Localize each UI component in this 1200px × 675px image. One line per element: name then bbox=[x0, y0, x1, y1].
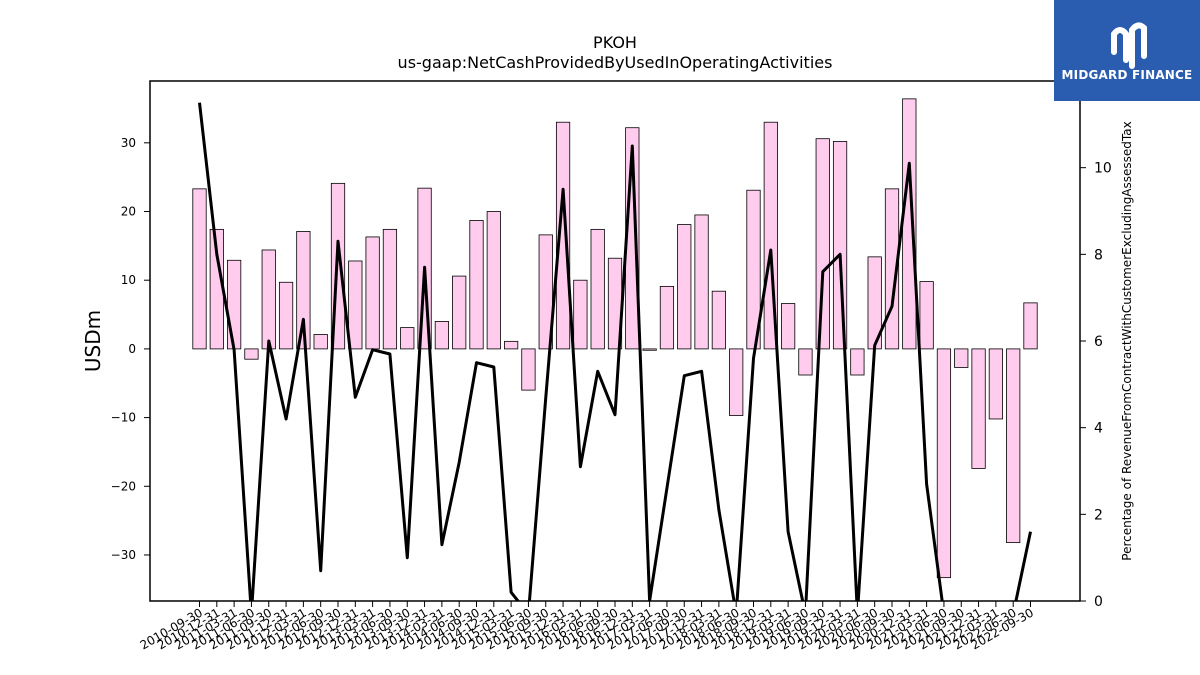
bar bbox=[832, 141, 848, 350]
bar bbox=[452, 275, 467, 350]
bar bbox=[313, 334, 328, 350]
bar bbox=[642, 348, 657, 351]
bar bbox=[919, 281, 934, 350]
bar bbox=[244, 348, 259, 360]
bar bbox=[884, 188, 900, 350]
y2-tick-label: 4 bbox=[1094, 421, 1103, 437]
y2-tick-label: 2 bbox=[1094, 507, 1103, 523]
line-group bbox=[198, 102, 1032, 601]
bar bbox=[781, 303, 796, 350]
bar bbox=[434, 321, 449, 350]
bar bbox=[936, 348, 952, 579]
y-tick-label: 30 bbox=[121, 136, 136, 150]
y2-tick-label: 6 bbox=[1094, 334, 1103, 350]
y-tick-label: 20 bbox=[121, 205, 136, 219]
bar bbox=[348, 260, 363, 350]
y2-tick-label: 10 bbox=[1094, 161, 1112, 177]
line-series bbox=[198, 102, 1032, 601]
brand-name: MIDGARD FINANCE bbox=[1061, 68, 1193, 82]
y2-tick-label: 0 bbox=[1094, 594, 1103, 610]
bar bbox=[227, 259, 242, 350]
bar bbox=[954, 348, 969, 368]
bar bbox=[1023, 302, 1038, 350]
bar bbox=[486, 211, 501, 350]
bar bbox=[192, 188, 207, 350]
y-tick-label: 10 bbox=[121, 273, 136, 287]
y-tick-label: −30 bbox=[111, 548, 136, 562]
bar bbox=[261, 249, 276, 350]
bar bbox=[521, 348, 536, 391]
bar bbox=[1006, 348, 1021, 544]
bar bbox=[296, 231, 311, 350]
bar bbox=[400, 327, 415, 350]
bar bbox=[711, 290, 726, 350]
bar bbox=[555, 121, 571, 350]
bar bbox=[278, 281, 294, 350]
bar bbox=[538, 234, 553, 350]
bar bbox=[971, 348, 986, 469]
y-tick-label: 0 bbox=[128, 342, 136, 356]
bar bbox=[365, 236, 380, 350]
logo-mark-icon bbox=[1111, 22, 1147, 69]
y-tick-label: −10 bbox=[111, 411, 136, 425]
bar bbox=[798, 348, 813, 376]
y-axis-label: USDm bbox=[81, 310, 105, 372]
y2-axis-label: Percentage of RevenueFromContractWithCus… bbox=[1120, 121, 1134, 560]
chart-subtitle: us-gaap:NetCashProvidedByUsedInOperating… bbox=[398, 53, 833, 72]
bar bbox=[677, 224, 692, 350]
bar bbox=[659, 285, 675, 350]
bar bbox=[988, 348, 1003, 420]
brand-logo: MIDGARD FINANCE bbox=[1054, 0, 1200, 101]
bar bbox=[694, 214, 709, 350]
y2-tick-label: 8 bbox=[1094, 247, 1103, 263]
bar bbox=[504, 340, 519, 350]
chart-title: PKOH bbox=[593, 33, 637, 52]
bar bbox=[382, 228, 398, 350]
bar bbox=[573, 279, 588, 350]
bar bbox=[590, 228, 605, 350]
bar bbox=[850, 348, 865, 376]
y-tick-label: −20 bbox=[111, 479, 136, 493]
bar bbox=[729, 348, 744, 416]
bar bbox=[469, 220, 484, 350]
bar bbox=[815, 138, 830, 350]
